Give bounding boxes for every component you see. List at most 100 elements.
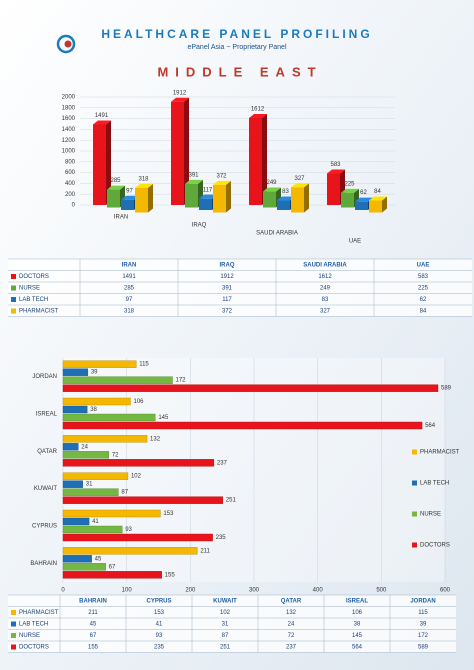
bar-side [226, 180, 231, 213]
data-label: 84 [374, 189, 381, 195]
chart-1: 0 200 400 600 800 1000 1200 1400 1600 1800 2000 IRA… [62, 90, 395, 245]
data-label: 249 [266, 180, 277, 186]
bar [62, 459, 215, 467]
y-tick-label: 600 [65, 170, 76, 176]
bar [62, 472, 129, 480]
table-cell: 155 [88, 645, 99, 651]
y-tick-label: 400 [65, 181, 76, 187]
table-legend-swatch [11, 644, 16, 650]
bar [62, 443, 79, 451]
data-label: 589 [441, 386, 452, 392]
bar-top [185, 179, 203, 184]
data-label: 372 [216, 173, 227, 179]
legend-swatch [412, 542, 417, 548]
table-cell: 172 [418, 633, 429, 639]
bar [185, 183, 198, 208]
x-tick-label: SAUDI ARABIA [256, 231, 298, 237]
table-header: IRAQ [220, 263, 235, 269]
bar [171, 101, 184, 205]
bar [107, 189, 120, 208]
bar [62, 509, 161, 518]
table-cell: 132 [286, 610, 297, 616]
table-cell: 24 [288, 622, 295, 628]
y-tick-label: 800 [65, 159, 76, 165]
bar [62, 555, 92, 563]
y-tick-label: 1200 [62, 138, 76, 144]
table-cell: 237 [286, 645, 297, 651]
bar [213, 184, 226, 213]
bar [135, 187, 148, 213]
legend-label: NURSE [420, 512, 441, 518]
y-tick-label: 1400 [62, 127, 76, 133]
bar [62, 405, 88, 414]
table-cell: 145 [352, 633, 363, 639]
table-cell: 318 [124, 309, 135, 315]
x-tick-label: 300 [249, 588, 260, 594]
data-label: 41 [92, 519, 99, 525]
table-cell: 67 [90, 633, 97, 639]
bar [62, 525, 123, 534]
bar [62, 421, 423, 430]
table-legend-swatch [11, 285, 16, 291]
chart-2: 0 100 200 300 400 500 600 BAHRAIN 211 45 67 155 CYPR… [30, 358, 460, 594]
table-legend-swatch [11, 633, 16, 638]
table-row-label: PHARMACIST [19, 309, 59, 315]
table-cell: 285 [124, 286, 135, 292]
data-label: 237 [217, 460, 228, 466]
bar [121, 199, 134, 210]
data-label: 318 [138, 176, 149, 182]
table-cell: 97 [126, 297, 133, 303]
table-cell: 41 [156, 622, 163, 628]
table-cell: 117 [222, 297, 232, 303]
data-label: 391 [188, 172, 199, 178]
data-label: 45 [95, 556, 102, 562]
table-cell: 1491 [122, 274, 136, 280]
data-label: 93 [125, 527, 132, 533]
y-tick-label: 0 [72, 203, 76, 209]
y-tick-label: 2000 [62, 95, 76, 101]
bar [62, 384, 439, 392]
data-label: 106 [133, 399, 144, 405]
x-tick-label: 200 [185, 588, 196, 594]
data-label: 1912 [173, 90, 187, 96]
bar-top [355, 197, 373, 202]
table-cell: 153 [154, 610, 165, 616]
x-tick-label: 0 [61, 588, 65, 594]
table-2: BAHRAIN CYPRUS KUWAIT QATAR ISREAL JORDAN PHAR… [8, 594, 456, 653]
table-legend-swatch [11, 274, 16, 279]
table-header: JORDAN [410, 599, 435, 605]
data-label: 1612 [251, 107, 265, 113]
data-label: 132 [150, 436, 161, 442]
table-header: BAHRAIN [79, 599, 107, 605]
bar-top [341, 188, 359, 193]
data-label: 117 [203, 187, 213, 193]
bar [62, 533, 213, 542]
table-header: ISREAL [346, 599, 368, 605]
table-cell: 372 [222, 309, 233, 315]
table-cell: 583 [418, 274, 429, 280]
y-tick-label: QATAR [37, 449, 57, 455]
bar-top [107, 185, 125, 190]
legend-label: PHARMACIST [420, 450, 460, 456]
data-label: 145 [158, 415, 169, 421]
data-label: 583 [330, 162, 341, 168]
table-cell: 102 [220, 610, 231, 616]
logo [56, 34, 76, 54]
data-label: 285 [110, 178, 121, 184]
table-row-label: DOCTORS [19, 274, 49, 280]
table-row-label: LAB TECH [19, 622, 48, 628]
data-label: 153 [163, 511, 174, 517]
bar [62, 480, 83, 488]
table-cell: 251 [220, 645, 231, 651]
bar-top [291, 183, 309, 188]
bar [62, 368, 89, 376]
data-label: 31 [86, 482, 93, 488]
y-tick-label: CYPRUS [32, 524, 57, 530]
bar-top [213, 180, 231, 185]
table-header: QATAR [281, 599, 302, 605]
bar-top [199, 194, 217, 199]
bar [62, 360, 137, 368]
table-cell: 87 [222, 633, 229, 639]
x-tick-label: 400 [313, 588, 324, 594]
